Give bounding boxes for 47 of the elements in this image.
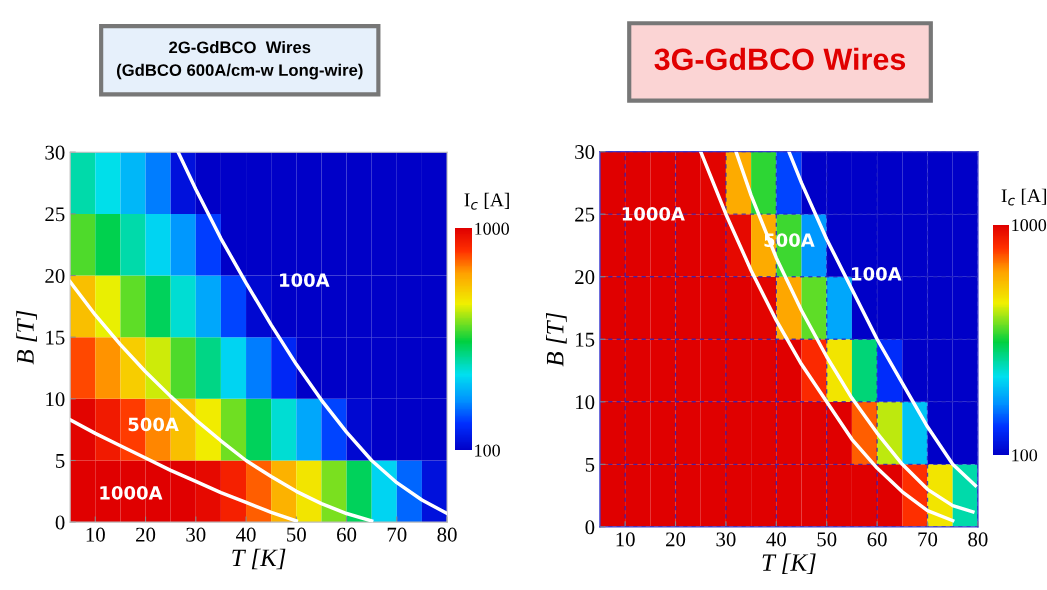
x-axis-title: T [K] (232, 548, 286, 570)
color-bar-title: I$_{c}$ [A] (464, 192, 509, 210)
x-tick-label: 40 (766, 532, 786, 547)
y-axis-title: B [T] (16, 310, 37, 365)
y-tick-label: 30 (45, 145, 65, 160)
y-tick-label: 30 (575, 145, 595, 160)
x-tick-label: 30 (186, 527, 206, 542)
x-tick-label: 40 (236, 527, 256, 542)
y-axis-title: B [T] (546, 312, 567, 367)
y-tick-label: 25 (575, 207, 595, 222)
x-tick-label: 50 (287, 527, 306, 542)
x-tick-label: 20 (136, 527, 156, 542)
y-tick-label: 0 (55, 515, 65, 530)
annotation: 1000A (100, 485, 163, 500)
x-tick-label: 80 (437, 527, 457, 542)
y-tick-label: 0 (585, 520, 595, 535)
color-bar-label: 1000 (1012, 219, 1047, 232)
x-axis-title: T [K] (762, 553, 816, 575)
x-tick-label: 60 (337, 527, 357, 542)
y-tick-label: 10 (576, 395, 595, 410)
color-bar-label: 100 (1012, 449, 1038, 462)
x-tick-label: 80 (968, 532, 988, 547)
color-bar-title: I$_{c}$ [A] (1001, 188, 1047, 206)
x-tick-label: 50 (817, 532, 837, 547)
y-tick-label: 5 (56, 454, 65, 468)
annotation: 100A (280, 273, 330, 287)
y-tick-label: 25 (45, 207, 65, 222)
y-tick-label: 15 (576, 332, 595, 347)
annotation: 1000A (622, 207, 685, 221)
y-tick-label: 5 (585, 457, 595, 472)
x-tick-label: 10 (616, 532, 635, 547)
x-tick-label: 70 (387, 527, 407, 542)
annotation: 500A (128, 417, 179, 432)
chart-title: 2G-GdBCO Wires (GdBCO 600A/cm-w Long-wire) (116, 40, 363, 80)
x-tick-label: 20 (666, 532, 686, 547)
y-tick-label: 20 (45, 268, 65, 283)
x-tick-label: 30 (716, 532, 736, 547)
x-tick-label: 60 (867, 532, 887, 547)
color-bar-label: 1000 (475, 222, 510, 235)
y-tick-label: 15 (46, 330, 65, 345)
y-tick-label: 20 (575, 270, 595, 285)
y-tick-label: 10 (46, 392, 65, 407)
x-tick-label: 70 (918, 532, 938, 547)
annotation: 100A (852, 267, 902, 281)
x-tick-label: 10 (86, 527, 105, 542)
chart-title: 3G-GdBCO Wires (654, 47, 906, 71)
color-bar-label: 100 (475, 444, 500, 457)
